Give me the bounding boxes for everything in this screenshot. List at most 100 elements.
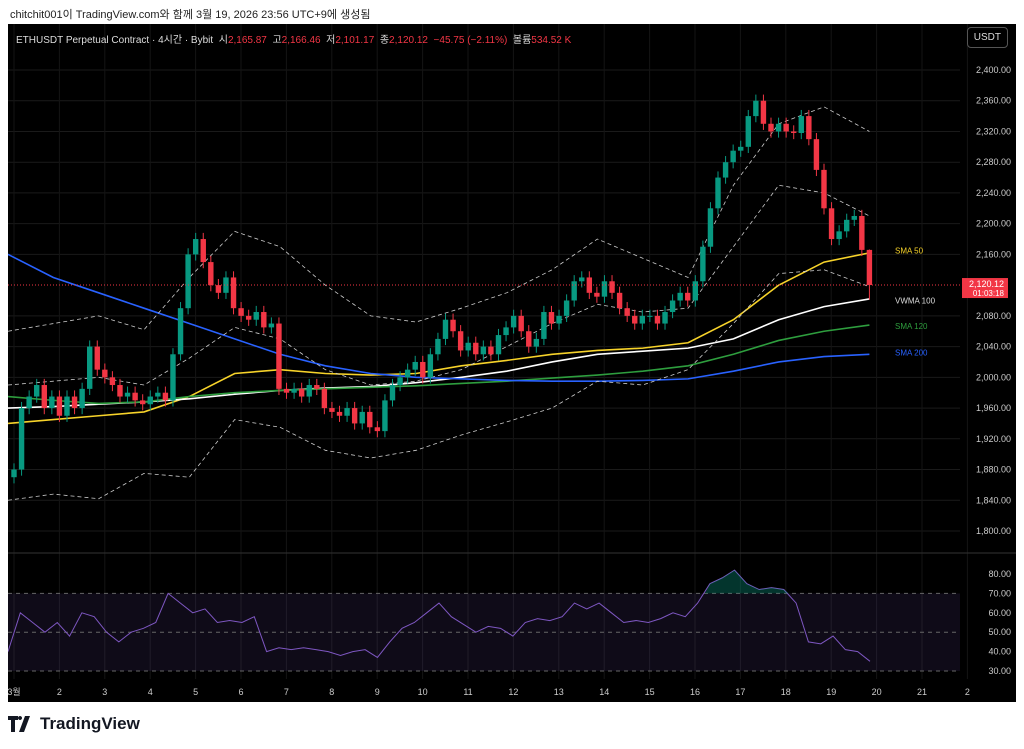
time-tick: 17 — [735, 687, 745, 697]
price-tick: 2,160.00 — [976, 249, 1011, 259]
candle-body — [563, 300, 570, 316]
indicator-line-sma-50 — [8, 252, 870, 425]
price-tick: 2,360.00 — [976, 96, 1011, 106]
chart-panel[interactable]: 2,400.00 2,360.00 2,320.00 2,280.00 2,240.00… — [8, 24, 1016, 702]
candle-body — [533, 338, 540, 347]
candle-body — [170, 354, 176, 401]
candle-body — [442, 319, 449, 339]
candle-body — [722, 162, 729, 178]
rsi-tick: 70.00 — [988, 588, 1011, 598]
candle-body — [26, 396, 32, 409]
indicator-label: SMA 50 — [895, 247, 924, 256]
time-tick: 8 — [329, 687, 334, 697]
candle-body — [616, 292, 623, 309]
candle-body — [541, 312, 547, 339]
candle-body — [314, 385, 320, 389]
rsi-tick: 50.00 — [988, 627, 1011, 637]
candle-body — [654, 315, 661, 324]
time-tick: 11 — [463, 687, 472, 697]
candle-body — [669, 300, 676, 313]
volume-value: 534.52 K — [531, 35, 572, 46]
candle-body — [230, 277, 237, 309]
candle-body — [18, 408, 25, 470]
time-tick: 13 — [554, 687, 564, 697]
candle-body — [828, 208, 835, 240]
time-tick: 3 — [102, 687, 107, 697]
time-tick: 19 — [826, 687, 836, 697]
candle-body — [109, 377, 116, 386]
price-tick: 2,200.00 — [976, 219, 1011, 229]
chart-canvas[interactable]: 2,400.00 2,360.00 2,320.00 2,280.00 2,240.00… — [8, 24, 1016, 702]
candle-body — [192, 239, 199, 255]
candle-body — [253, 312, 259, 320]
indicator-label: SMA 120 — [895, 322, 928, 331]
candle-body — [586, 277, 593, 293]
symbol-title: ETHUSDT Perpetual Contract · 4시간 · Bybit — [16, 35, 214, 46]
close-label: 종 — [379, 35, 390, 46]
candle-body — [139, 400, 146, 405]
candle-body — [162, 392, 169, 401]
candle-body — [412, 361, 418, 370]
candle-body — [601, 281, 608, 297]
rsi-tick: 60.00 — [988, 608, 1011, 618]
price-tick: 1,920.00 — [976, 434, 1011, 444]
candle-body — [71, 396, 78, 409]
candle-body — [548, 312, 555, 324]
candle-body — [306, 385, 312, 397]
open-value: 2,165.87 — [227, 35, 267, 46]
candle-body — [594, 292, 600, 297]
currency-button[interactable]: USDT — [966, 27, 1008, 48]
time-tick: 21 — [917, 687, 927, 697]
tradingview-logo[interactable]: TradingView — [8, 714, 140, 734]
change-value: −45.75 (−2.11%) — [433, 35, 508, 46]
candle-body — [420, 361, 426, 378]
candle-body — [760, 100, 767, 124]
price-tick: 1,960.00 — [976, 403, 1011, 413]
close-value: 2,120.12 — [389, 35, 428, 46]
candle-body — [389, 385, 396, 401]
candle-body — [556, 315, 562, 324]
candle-body — [571, 281, 577, 301]
time-tick: 2 — [57, 687, 62, 697]
tradingview-logo-icon — [8, 716, 30, 732]
candle-body — [639, 315, 646, 324]
candle-body — [223, 277, 229, 293]
candle-body — [87, 346, 93, 389]
candle-body — [208, 262, 214, 286]
candle-body — [291, 388, 297, 393]
price-tick: 1,840.00 — [976, 495, 1011, 505]
candle-body — [276, 323, 282, 389]
low-value: 2,101.17 — [335, 35, 375, 46]
candle-body — [692, 281, 698, 301]
candle-body — [753, 100, 759, 117]
candle-body — [321, 388, 328, 409]
candle-body — [768, 123, 774, 132]
candle-body — [215, 285, 222, 293]
time-tick: 12 — [508, 687, 518, 697]
candle-body — [624, 308, 630, 316]
indicator-line-bb-basis — [8, 184, 870, 386]
candle-body — [34, 385, 40, 397]
candle-body — [404, 369, 411, 378]
time-tick: 3월 — [8, 686, 21, 697]
candle-body — [147, 396, 153, 405]
time-tick: 4 — [148, 687, 153, 697]
candle-body — [518, 315, 524, 332]
candle-body — [336, 411, 343, 416]
candle-body — [579, 277, 585, 282]
indicator-line-sma-200 — [8, 253, 870, 382]
candle-body — [268, 323, 275, 328]
candle-body — [806, 116, 812, 140]
volume-label: 볼륨 — [512, 35, 532, 46]
candle-body — [94, 346, 100, 370]
time-tick: 10 — [418, 687, 428, 697]
candle-body — [200, 239, 206, 263]
candle-body — [685, 292, 691, 301]
time-tick: 5 — [193, 687, 198, 697]
candle-body — [647, 315, 653, 317]
price-tick: 1,800.00 — [976, 526, 1011, 536]
candle-body — [49, 396, 55, 409]
rsi-tick: 80.00 — [988, 569, 1011, 579]
candle-body — [821, 169, 827, 209]
price-tick: 2,280.00 — [976, 157, 1011, 167]
